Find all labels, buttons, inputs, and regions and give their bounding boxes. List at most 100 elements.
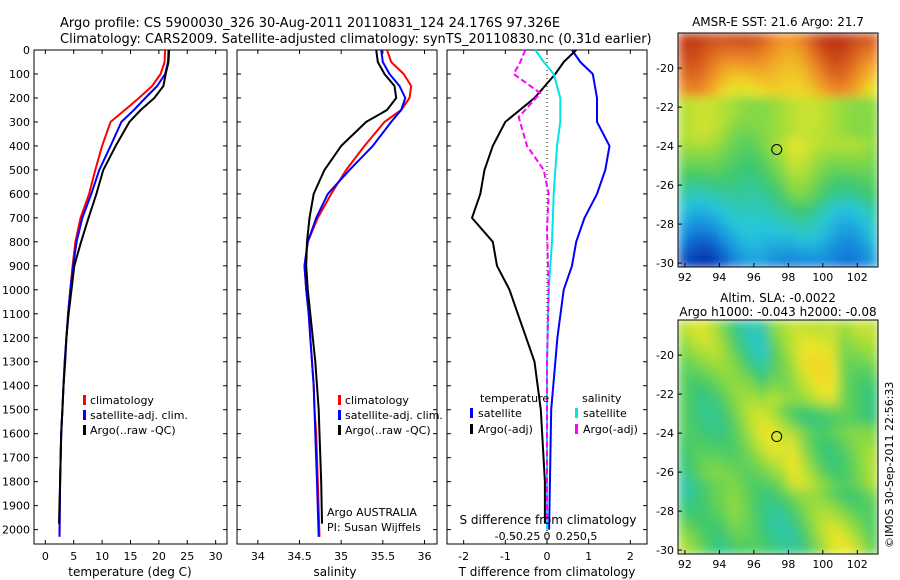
legend-swatch xyxy=(338,395,341,405)
y-tick-label: 500 xyxy=(9,164,30,177)
legend-swatch xyxy=(470,408,473,418)
argo-pi-label: PI: Susan Wijffels xyxy=(327,521,421,534)
y-tick-label: 1800 xyxy=(2,476,30,489)
y-tick-label: 1000 xyxy=(2,284,30,297)
salinity-panel: 34 34.5 35 35.5 36 climatology satellite-adj. … xyxy=(237,49,443,563)
map-x-tick-label: 94 xyxy=(712,558,726,571)
map-y-tick-label: -24 xyxy=(656,427,674,440)
map-x-tick-label: 96 xyxy=(747,558,761,571)
sla-map-title-line2: Argo h1000: -0.043 h2000: -0.08 xyxy=(679,305,876,319)
x-tick-label: -2 xyxy=(458,550,469,563)
sla-map-axes xyxy=(677,319,879,555)
x-tick-label: 0 xyxy=(544,550,551,563)
temperature-xlabel: temperature (deg C) xyxy=(68,565,191,579)
map-y-tick-label: -28 xyxy=(656,218,674,231)
temperature-axes xyxy=(33,49,228,545)
difference-xlabel: T difference from climatology xyxy=(458,565,636,579)
salinity-axes xyxy=(236,49,438,545)
x-tick-label: 34.5 xyxy=(287,550,312,563)
difference-panel: -2 -1 0 1 2 -0.5-0.25 0 0.25 0.5 temperature satel… xyxy=(447,49,647,563)
y-tick-label: 700 xyxy=(9,212,30,225)
y-tick-label: 300 xyxy=(9,116,30,129)
x-tick-label: 20 xyxy=(152,550,166,563)
sla-map-field xyxy=(678,320,878,554)
legend-label: climatology xyxy=(345,394,409,407)
salinity-xlabel: salinity xyxy=(313,565,356,579)
legend-label: satellite-adj. clim. xyxy=(345,409,443,422)
map-x-tick-label: 98 xyxy=(781,558,795,571)
x-tick-label: 5 xyxy=(70,550,77,563)
series-line-salinity-argo-adj xyxy=(512,49,550,524)
legend-swatch xyxy=(338,410,341,420)
sst-map-title: AMSR-E SST: 21.6 Argo: 21.7 xyxy=(692,15,864,29)
y-tick-label: 1700 xyxy=(2,452,30,465)
legend-swatch xyxy=(575,424,578,434)
argo-location-marker xyxy=(771,431,783,443)
map-x-tick-label: 96 xyxy=(747,271,761,284)
y-tick-label: 200 xyxy=(9,92,30,105)
y-tick-label: 400 xyxy=(9,140,30,153)
temperature-panel: 0100200300400500600700800900100011001200… xyxy=(2,44,227,563)
y-tick-label: 0 xyxy=(23,44,30,57)
x-tick-label: 34 xyxy=(251,550,265,563)
legend-label: satellite xyxy=(478,407,522,420)
series-line-climatology xyxy=(58,49,167,537)
map-y-tick-label: -22 xyxy=(656,101,674,114)
s-tick-label: -0.5 xyxy=(495,530,516,543)
timestamp-label: ©IMOS 30-Sep-2011 22:56:33 xyxy=(883,382,896,548)
sla-map-ticks: 92 94 96 98 100 102 -20 -22 -24 -26 -28 -30 xyxy=(656,349,868,571)
map-x-tick-label: 92 xyxy=(678,558,692,571)
map-y-tick-label: -20 xyxy=(656,62,674,75)
x-tick-label: 15 xyxy=(124,550,138,563)
map-y-tick-label: -26 xyxy=(656,466,674,479)
map-x-tick-label: 92 xyxy=(678,271,692,284)
sst-map-ticks: 92 94 96 98 100 102 -20 -22 -24 -26 -28 -30 xyxy=(656,62,868,284)
legend-label: climatology xyxy=(90,394,154,407)
figure-title-line2: Climatology: CARS2009. Satellite-adjuste… xyxy=(60,32,652,47)
y-tick-label: 2000 xyxy=(2,524,30,537)
y-tick-label: 100 xyxy=(9,68,30,81)
legend-label: Argo(-adj) xyxy=(478,423,533,436)
y-tick-label: 1300 xyxy=(2,356,30,369)
x-tick-label: -1 xyxy=(500,550,511,563)
series-line-satellite-adj-clim xyxy=(58,49,170,537)
legend-swatch xyxy=(83,395,86,405)
legend-label: satellite xyxy=(583,407,627,420)
series-line-satellite-adj-clim xyxy=(303,49,407,537)
map-y-tick-label: -30 xyxy=(656,544,674,557)
legend-swatch xyxy=(83,410,86,420)
y-tick-label: 1500 xyxy=(2,404,30,417)
y-tick-label: 800 xyxy=(9,236,30,249)
x-tick-label: 35 xyxy=(334,550,348,563)
sst-map-axes xyxy=(677,32,879,268)
s-tick-label: -0.25 xyxy=(512,530,540,543)
figure-title-line1: Argo profile: CS 5900030_326 30-Aug-2011… xyxy=(60,16,560,31)
series-line-temperature-argo-adj xyxy=(471,49,577,524)
series-line-argo-raw-qc xyxy=(58,49,171,524)
map-y-tick-label: -26 xyxy=(656,179,674,192)
sla-map-title-line1: Altim. SLA: -0.0022 xyxy=(720,291,836,305)
map-y-tick-label: -28 xyxy=(656,505,674,518)
x-tick-label: 35.5 xyxy=(371,550,396,563)
x-tick-label: 0 xyxy=(42,550,49,563)
map-x-tick-label: 102 xyxy=(847,558,868,571)
legend-label: satellite-adj. clim. xyxy=(90,409,188,422)
x-tick-label: 2 xyxy=(627,550,634,563)
s-tick-label: 0 xyxy=(544,530,551,543)
y-tick-label: 900 xyxy=(9,260,30,273)
legend-swatch xyxy=(338,425,341,435)
x-tick-label: 1 xyxy=(585,550,592,563)
y-tick-label: 1600 xyxy=(2,428,30,441)
x-tick-label: 30 xyxy=(209,550,223,563)
x-tick-label: 36 xyxy=(418,550,432,563)
legend-label: Argo(..raw -QC) xyxy=(90,424,176,437)
x-tick-label: 10 xyxy=(95,550,109,563)
x-tick-label: 25 xyxy=(180,550,194,563)
map-x-tick-label: 102 xyxy=(847,271,868,284)
map-y-tick-label: -20 xyxy=(656,349,674,362)
y-tick-label: 600 xyxy=(9,188,30,201)
legend-group-header: salinity xyxy=(582,392,622,405)
map-y-tick-label: -30 xyxy=(656,257,674,270)
argo-location-marker xyxy=(771,144,783,156)
